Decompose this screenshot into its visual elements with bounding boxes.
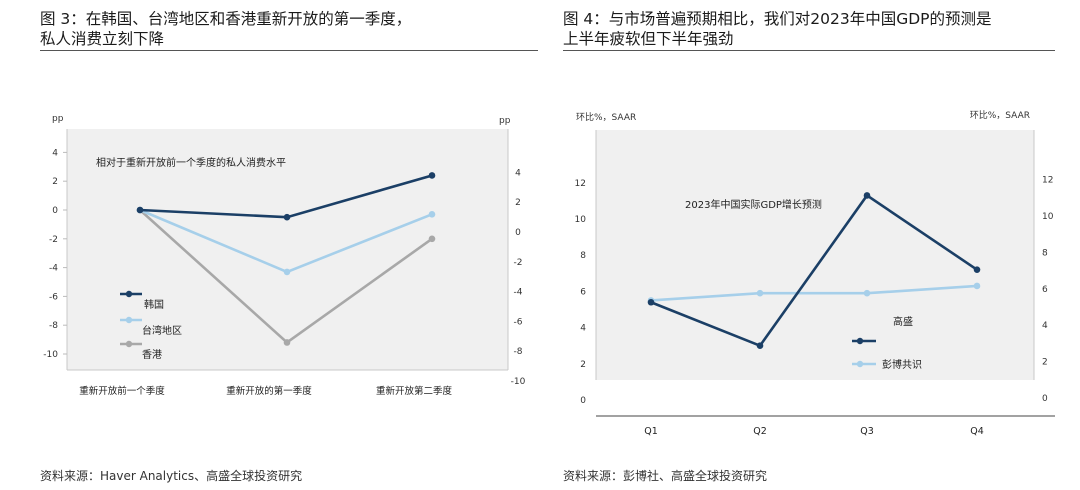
right-legend-label: 高盛 [893,315,913,328]
left-y2-tick-label: -8 [514,347,523,357]
left-y-axis-unit: pp [52,114,64,124]
left-y2-tick-label: -2 [514,258,523,268]
right-y-tick-label: 6 [580,287,586,297]
left-y2-tick-label: 0 [515,228,521,238]
right-y2-tick-label: 10 [1042,212,1054,222]
left-plot-background [67,129,508,370]
left-y2-tick-label: -6 [514,317,523,327]
left-chart: pp pp 4 2 0 -2 -4 -6 -8 -10 4 2 0 -2 -4 -6 -8 -10 相对于重新开放前… [43,114,525,397]
right-data-point [863,192,871,199]
right-y2-tick-label: 8 [1042,248,1048,258]
right-y-tick-label: 10 [575,215,587,225]
right-y-tick-label: 4 [580,324,586,334]
left-y-tick-label: -8 [49,321,58,331]
left-data-point [428,172,436,179]
left-source-note: 资料来源：Haver Analytics、高盛全球投资研究 [40,469,303,483]
right-data-point [756,289,764,297]
right-y2-tick-label: 12 [1042,176,1053,186]
right-data-point [973,282,981,290]
left-data-point [283,339,291,346]
right-y-tick-label: 12 [575,179,586,189]
right-series-line [650,193,978,348]
left-legend-label: 台湾地区 [142,324,182,337]
right-annotation: 2023年中国实际GDP增长预测 [685,198,822,211]
right-legend-label: 彭博共识 [882,358,922,371]
left-data-point [283,213,291,221]
right-data-point [973,266,981,273]
right-y2-tick-label: 2 [1042,358,1048,368]
left-data-point [283,268,291,276]
right-title-rule [563,50,1055,51]
right-x-tick-label: Q2 [753,426,767,437]
right-y2-tick-label: 0 [1042,394,1048,404]
left-data-point [428,235,436,243]
right-y-tick-label: 8 [580,251,586,261]
right-series-line [650,284,978,302]
left-y2-axis-unit: pp [499,116,511,126]
right-source-note: 资料来源：彭博社、高盛全球投资研究 [563,469,768,483]
left-y-tick-label: -4 [49,264,58,274]
left-y2-tick-label: 2 [515,198,521,208]
left-data-point [136,206,144,214]
left-y-tick-label: -6 [49,292,58,302]
right-plot-background [596,130,1034,380]
left-title-rule [40,50,538,51]
right-y-axis-unit: 环比%，SAAR [576,111,636,123]
right-y2-tick-label: 4 [1042,321,1048,331]
right-y2-tick-label: 6 [1042,285,1048,295]
left-legend-marker [125,340,133,348]
left-x-tick-label: 重新开放前一个季度 [79,385,165,397]
left-y-tick-label: -2 [49,235,58,245]
left-legend-label: 韩国 [144,298,164,311]
left-y-tick-label: 2 [52,177,58,187]
left-figure-title: 图 3：在韩国、台湾地区和香港重新开放的第一季度， 私人消费立刻下降 [40,10,412,48]
left-y2-tick-label: 4 [515,168,521,178]
right-y-tick-label: 0 [580,396,586,406]
right-chart: 环比%，SAAR 环比%，SAAR 12 10 8 6 4 2 0 12 10 8 6 4 2 0 2023年中… [575,109,1055,437]
right-figure-title: 图 4：与市场普遍预期相比，我们对2023年中国GDP的预测是 上半年疲软但下半… [563,10,992,48]
right-x-tick-label: Q4 [970,426,984,437]
left-y2-tick-label: -4 [514,288,523,298]
right-data-point [863,289,871,297]
left-legend-marker [125,316,133,324]
left-y-tick-label: 4 [52,148,58,158]
right-x-tick-label: Q3 [860,426,874,437]
left-data-point [428,211,436,218]
left-y-tick-label: -10 [43,350,58,360]
right-x-tick-label: Q1 [644,426,658,437]
right-y2-axis-unit: 环比%，SAAR [970,109,1030,121]
right-data-point [756,342,764,350]
left-y2-tick-label: -10 [511,377,526,387]
right-data-point [647,298,655,306]
left-annotation: 相对于重新开放前一个季度的私人消费水平 [96,156,286,169]
right-legend-marker [856,337,864,345]
right-y-tick-label: 2 [580,360,586,370]
left-legend-marker [125,290,133,298]
left-x-tick-label: 重新开放的第一季度 [226,385,312,397]
right-legend-marker [856,360,864,368]
left-x-tick-label: 重新开放第二季度 [376,385,453,397]
left-y-tick-label: 0 [52,206,58,216]
left-legend-label: 香港 [142,349,162,361]
